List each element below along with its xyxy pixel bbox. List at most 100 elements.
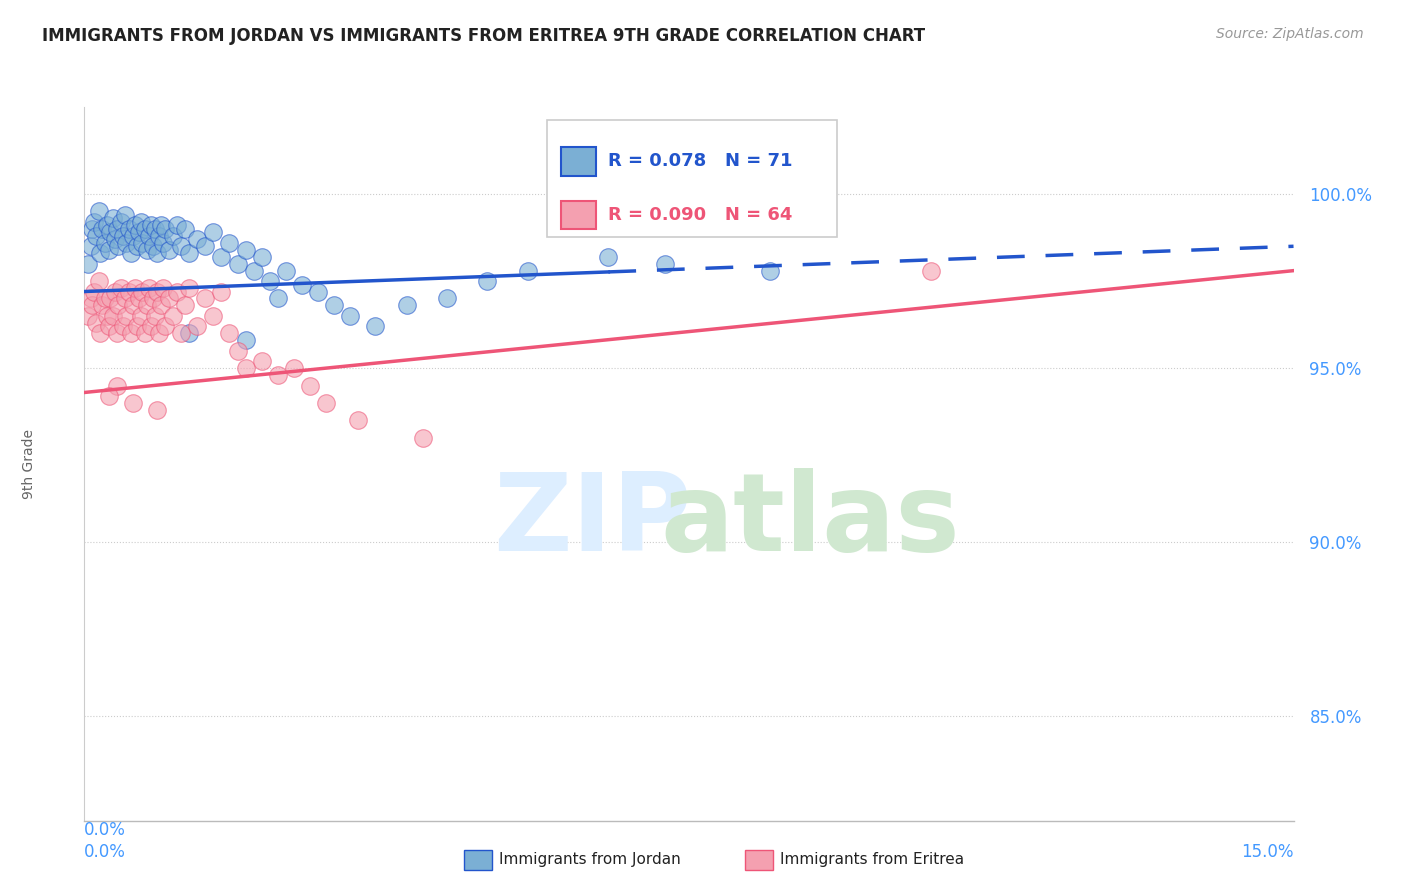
Point — [110, 215, 132, 229]
Point — [152, 235, 174, 250]
Point — [339, 309, 361, 323]
Point — [124, 281, 146, 295]
Point — [235, 333, 257, 347]
Point — [124, 219, 146, 233]
Point — [138, 281, 160, 295]
Point — [291, 277, 314, 292]
Point — [96, 309, 118, 323]
Text: Immigrants from Eritrea: Immigrants from Eritrea — [780, 853, 965, 867]
Point — [758, 263, 780, 277]
Point — [412, 431, 434, 445]
Point — [153, 319, 176, 334]
Point — [226, 257, 249, 271]
Point — [152, 281, 174, 295]
Point — [436, 292, 458, 306]
Point — [120, 326, 142, 341]
Point — [142, 239, 165, 253]
Point — [179, 281, 201, 295]
Point — [283, 361, 305, 376]
Point — [101, 309, 124, 323]
Point — [267, 292, 290, 306]
Point — [363, 319, 385, 334]
Point — [146, 285, 169, 299]
Point — [174, 298, 197, 312]
Point — [83, 285, 105, 299]
Point — [112, 228, 135, 243]
Point — [654, 257, 676, 271]
Point — [97, 243, 120, 257]
Point — [98, 292, 121, 306]
Point — [149, 219, 172, 233]
Point — [120, 246, 142, 260]
Text: R = 0.090   N = 64: R = 0.090 N = 64 — [607, 206, 792, 224]
Point — [125, 239, 148, 253]
Point — [125, 319, 148, 334]
Point — [97, 389, 120, 403]
Point — [80, 239, 103, 253]
Point — [105, 222, 128, 236]
Point — [209, 285, 232, 299]
Point — [86, 228, 108, 243]
Point — [477, 274, 499, 288]
Point — [143, 309, 166, 323]
Point — [250, 354, 273, 368]
Point — [131, 285, 153, 299]
Point — [194, 239, 217, 253]
Point — [148, 228, 170, 243]
Point — [121, 228, 143, 243]
Point — [97, 319, 120, 334]
Point — [162, 309, 184, 323]
Point — [105, 378, 128, 392]
Point — [170, 239, 193, 253]
Point — [142, 292, 165, 306]
Point — [516, 263, 538, 277]
Point — [920, 263, 942, 277]
Point — [107, 298, 129, 312]
Point — [174, 222, 197, 236]
Point — [121, 396, 143, 410]
Point — [235, 361, 257, 376]
Point — [226, 343, 249, 358]
Point — [115, 309, 138, 323]
Text: Source: ZipAtlas.com: Source: ZipAtlas.com — [1216, 27, 1364, 41]
Point — [91, 222, 114, 236]
Text: ZIP: ZIP — [494, 468, 692, 574]
Point — [107, 239, 129, 253]
Point — [98, 225, 121, 239]
Point — [82, 298, 104, 312]
Point — [128, 225, 150, 239]
Point — [149, 298, 172, 312]
Point — [259, 274, 281, 288]
Point — [93, 235, 115, 250]
Text: 0.0%: 0.0% — [84, 821, 127, 838]
Point — [128, 292, 150, 306]
Point — [299, 378, 322, 392]
Point — [83, 215, 105, 229]
Point — [129, 309, 152, 323]
Point — [129, 215, 152, 229]
Point — [86, 316, 108, 330]
Point — [87, 204, 110, 219]
Point — [104, 285, 127, 299]
Point — [110, 281, 132, 295]
Point — [89, 326, 111, 341]
Point — [121, 298, 143, 312]
Point — [209, 250, 232, 264]
Point — [242, 263, 264, 277]
Point — [91, 298, 114, 312]
Point — [141, 219, 163, 233]
Text: 15.0%: 15.0% — [1241, 843, 1294, 861]
Point — [104, 232, 127, 246]
Point — [179, 326, 201, 341]
Point — [307, 285, 329, 299]
Point — [179, 246, 201, 260]
Text: Immigrants from Jordan: Immigrants from Jordan — [499, 853, 681, 867]
Point — [274, 263, 297, 277]
Point — [141, 319, 163, 334]
Point — [157, 292, 180, 306]
Point — [115, 235, 138, 250]
Point — [194, 292, 217, 306]
Point — [598, 250, 620, 264]
Point — [395, 298, 418, 312]
Point — [134, 326, 156, 341]
